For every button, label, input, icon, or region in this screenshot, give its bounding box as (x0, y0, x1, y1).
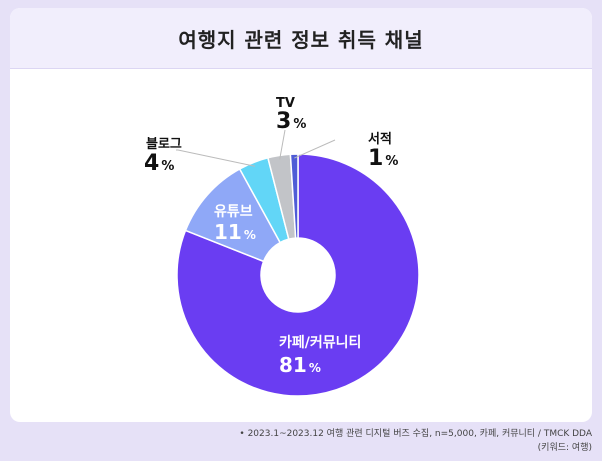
label-unit-book: % (385, 154, 398, 169)
label-name-cafe-community: 카페/커뮤니티 (279, 335, 361, 351)
leader-line-blog (177, 149, 256, 167)
label-name-tv: TV (276, 96, 295, 111)
footnote-keyword: (키워드: 여행) (537, 443, 592, 453)
footnote: • 2023.1~2023.12 여행 관련 디지털 버즈 수집, n=5,00… (239, 427, 592, 455)
footnote-source: • 2023.1~2023.12 여행 관련 디지털 버즈 수집, n=5,00… (239, 429, 592, 439)
slice-cafe-community (176, 153, 420, 397)
label-unit-cafe-community: % (309, 361, 321, 375)
label-value-book: 1% (368, 146, 398, 171)
label-unit-tv: % (293, 117, 306, 132)
label-value-youtube: 11% (214, 220, 256, 244)
chart-title: 여행지 관련 정보 취득 채널 (178, 28, 424, 52)
slice-book (289, 153, 299, 239)
label-name-book: 서적 (368, 131, 392, 147)
leader-line-book (294, 139, 336, 159)
label-name-blog: 블로그 (146, 137, 182, 152)
label-unit-youtube: % (244, 228, 256, 242)
label-name-youtube: 유튜브 (214, 204, 253, 220)
leader-line-tv (279, 129, 286, 160)
leader-lines (176, 129, 336, 167)
label-value-blog: 4% (144, 151, 174, 176)
label-unit-blog: % (161, 159, 174, 174)
donut-slices (176, 153, 420, 397)
label-value-cafe-community: 81% (279, 353, 321, 377)
label-value-tv: 3% (276, 109, 306, 134)
title-bar: 여행지 관련 정보 취득 채널 (10, 8, 592, 69)
